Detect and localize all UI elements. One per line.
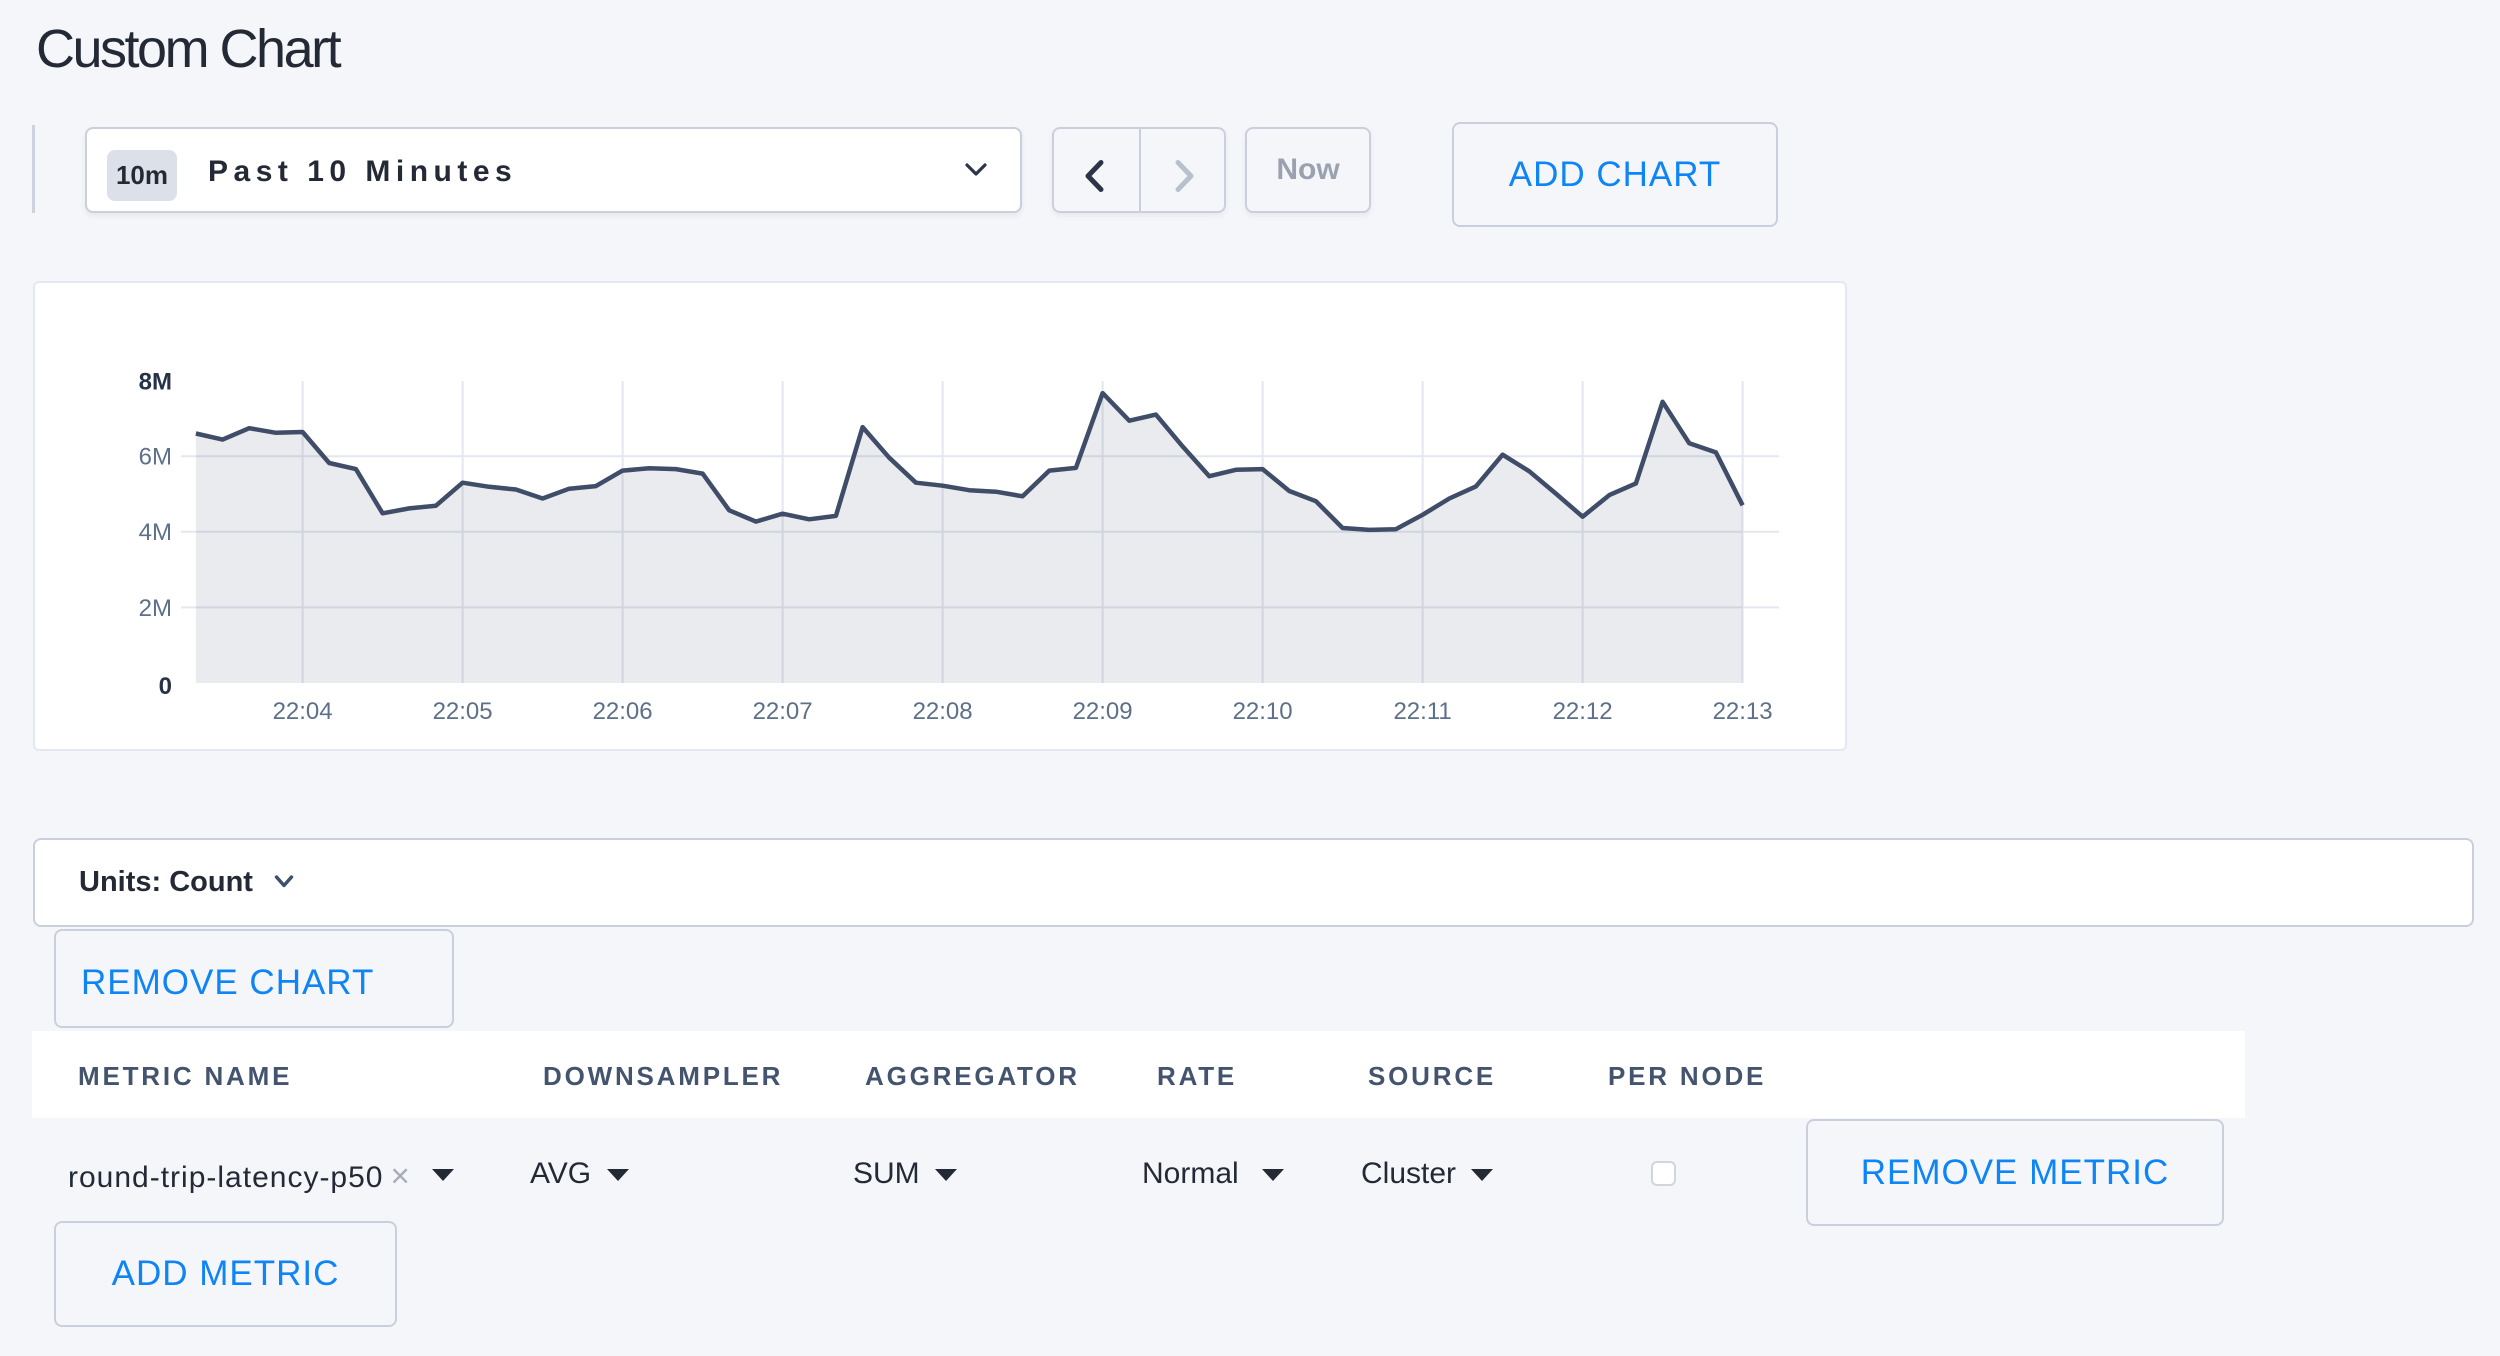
svg-text:22:04: 22:04 bbox=[273, 698, 333, 725]
svg-text:22:11: 22:11 bbox=[1393, 698, 1451, 725]
svg-text:22:12: 22:12 bbox=[1553, 698, 1613, 725]
svg-text:0: 0 bbox=[159, 673, 172, 700]
svg-text:22:05: 22:05 bbox=[433, 698, 493, 725]
svg-text:22:10: 22:10 bbox=[1233, 698, 1293, 725]
svg-text:22:13: 22:13 bbox=[1713, 698, 1773, 725]
svg-text:22:06: 22:06 bbox=[593, 698, 653, 725]
svg-text:4M: 4M bbox=[139, 519, 172, 546]
svg-text:2M: 2M bbox=[139, 595, 172, 622]
svg-text:22:09: 22:09 bbox=[1073, 698, 1133, 725]
svg-text:8M: 8M bbox=[139, 369, 172, 396]
svg-text:6M: 6M bbox=[139, 444, 172, 471]
svg-text:22:08: 22:08 bbox=[913, 698, 973, 725]
svg-text:22:07: 22:07 bbox=[753, 698, 813, 725]
